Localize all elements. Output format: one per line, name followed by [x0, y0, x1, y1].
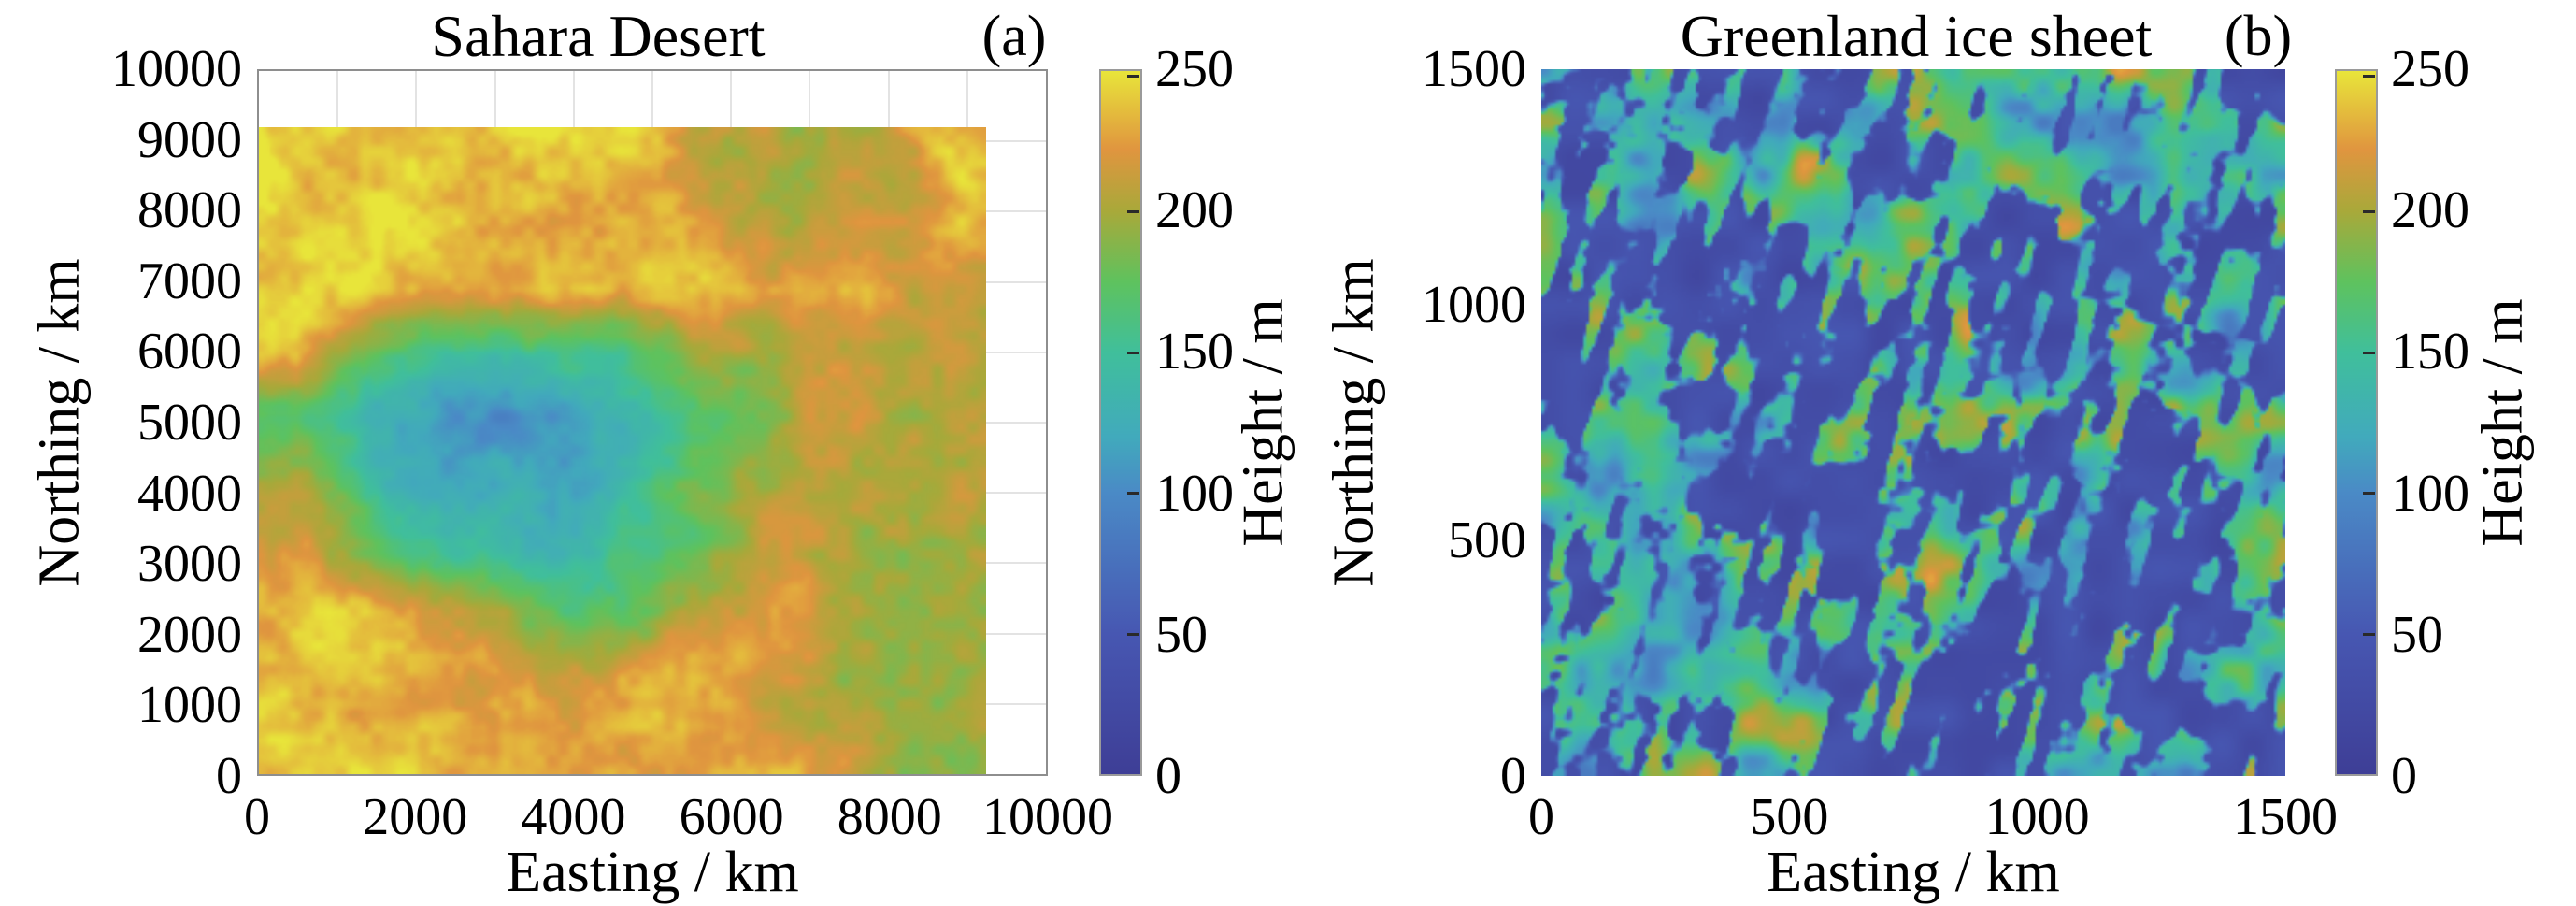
- colorbar-tick-mark: [1127, 75, 1139, 78]
- y-tick-label: 9000: [137, 110, 242, 169]
- y-tick-label: 1500: [1422, 40, 1526, 98]
- y-tick-label: 10000: [111, 40, 242, 98]
- colorbar-tick-label: 0: [2391, 747, 2417, 805]
- colorbar-tick-label: 100: [1155, 464, 1234, 523]
- panel-a-plot-area: [257, 69, 1048, 776]
- panel-a-corner-label: (a): [981, 5, 1047, 68]
- x-tick-label: 10000: [982, 788, 1113, 846]
- x-tick-label: 0: [244, 788, 270, 846]
- colorbar-tick-label: 250: [2391, 40, 2469, 98]
- panel-a-x-axis-label: Easting / km: [506, 841, 799, 904]
- colorbar-tick-mark: [1127, 492, 1139, 496]
- x-tick-label: 6000: [679, 788, 784, 846]
- colorbar-tick-mark: [1127, 210, 1139, 214]
- y-tick-label: 2000: [137, 605, 242, 664]
- y-tick-label: 1000: [1422, 276, 1526, 334]
- panel-b-plot-area: [1541, 69, 2285, 776]
- panel-b-title: Greenland ice sheet: [1680, 3, 2153, 69]
- y-tick-label: 5000: [137, 394, 242, 452]
- x-tick-label: 1500: [2233, 788, 2338, 846]
- colorbar-tick-label: 100: [2391, 464, 2469, 523]
- colorbar-tick-label: 250: [1155, 40, 1234, 98]
- colorbar-tick-label: 50: [1155, 605, 1208, 664]
- colorbar-tick-label: 0: [1155, 747, 1181, 805]
- y-tick-label: 500: [1448, 511, 1526, 569]
- colorbar-tick-mark: [1127, 351, 1139, 354]
- x-tick-label: 500: [1750, 788, 1829, 846]
- y-tick-label: 0: [216, 747, 242, 805]
- x-tick-label: 4000: [521, 788, 626, 846]
- colorbar-tick-label: 200: [2391, 181, 2469, 240]
- panel-b-colorbar: [2335, 69, 2378, 776]
- panel-a-heatmap-image: [259, 127, 986, 774]
- panel-b-colorbar-label: Height / m: [2470, 298, 2535, 547]
- colorbar-tick-mark: [2363, 632, 2375, 636]
- y-tick-label: 0: [1500, 747, 1526, 805]
- y-tick-label: 3000: [137, 535, 242, 594]
- colorbar-tick-label: 50: [2391, 605, 2443, 664]
- x-tick-label: 8000: [837, 788, 942, 846]
- colorbar-tick-mark: [1127, 632, 1139, 636]
- colorbar-tick-label: 150: [1155, 323, 1234, 381]
- panel-b-corner-label: (b): [2224, 5, 2293, 68]
- panel-a-colorbar: [1099, 69, 1142, 776]
- y-tick-label: 1000: [137, 676, 242, 735]
- panel-b-heatmap-image: [1541, 69, 2285, 776]
- y-tick-label: 8000: [137, 181, 242, 240]
- panel-a-title: Sahara Desert: [431, 3, 766, 69]
- colorbar-tick-mark: [2363, 492, 2375, 496]
- x-tick-label: 0: [1528, 788, 1554, 846]
- y-tick-label: 7000: [137, 252, 242, 310]
- colorbar-tick-label: 200: [1155, 181, 1234, 240]
- colorbar-tick-mark: [2363, 351, 2375, 354]
- y-tick-label: 6000: [137, 323, 242, 381]
- y-tick-label: 4000: [137, 464, 242, 523]
- x-tick-label: 2000: [363, 788, 468, 846]
- colorbar-tick-mark: [2363, 75, 2375, 78]
- colorbar-tick-mark: [2363, 210, 2375, 214]
- panel-a-colorbar-label: Height / m: [1231, 298, 1295, 547]
- colorbar-tick-label: 150: [2391, 323, 2469, 381]
- panel-b-x-axis-label: Easting / km: [1767, 841, 2060, 904]
- x-tick-label: 1000: [1984, 788, 2090, 846]
